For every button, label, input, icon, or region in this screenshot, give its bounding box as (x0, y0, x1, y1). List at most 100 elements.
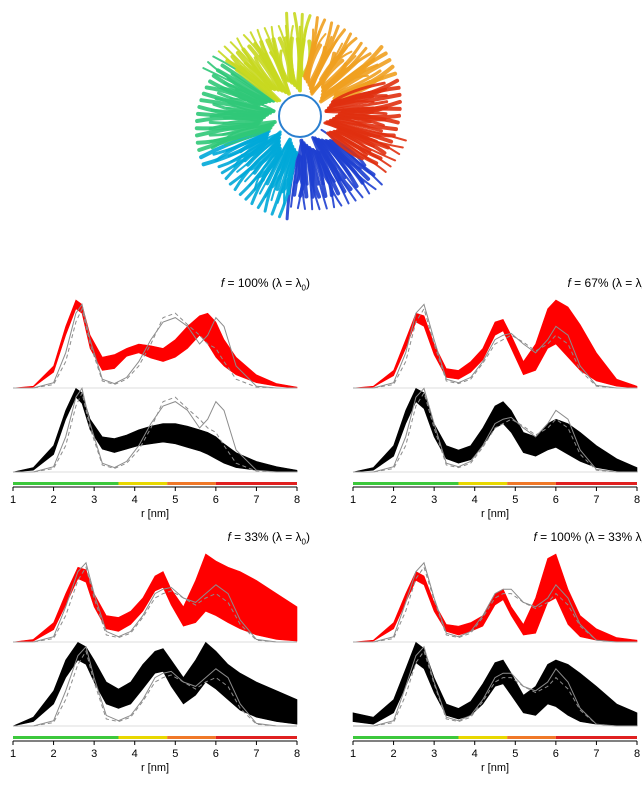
ribbon-strand (256, 139, 292, 209)
ribbon-strand (217, 138, 268, 169)
ribbon-strand (247, 44, 281, 92)
fit-density-band (12, 299, 298, 389)
ribbon-strand (212, 130, 270, 156)
region-color-segment (353, 482, 459, 485)
ribbon-strand (197, 105, 269, 118)
ring-pore (280, 96, 320, 136)
title-end: ) (306, 530, 310, 544)
chart-panel: 1 2 3 4 5 6 7 8 f = 33% (λ = λ0) r [nm] (10, 530, 310, 790)
x-axis-label: r [nm] (140, 762, 170, 774)
ribbon-strand (326, 131, 364, 161)
x-tick-label: 3 (91, 494, 97, 506)
experimental-density-band (352, 641, 638, 727)
x-tick-label: 7 (253, 494, 259, 506)
ribbon-strand (236, 135, 281, 173)
ribbon-strand (220, 63, 276, 103)
x-tick-label: 5 (512, 748, 518, 760)
ribbon-strand (328, 139, 371, 181)
ribbon-strand (224, 128, 271, 147)
title-subscript: 0 (301, 283, 306, 293)
ribbon-strand (314, 150, 336, 209)
ribbon-strand (253, 56, 279, 91)
x-tick-label: 7 (593, 494, 599, 506)
experimental-density-band (12, 387, 298, 473)
x-tick-label: 2 (391, 494, 397, 506)
ribbon-strand (336, 128, 387, 155)
ribbon-strand (332, 81, 386, 103)
x-tick-label: 6 (213, 494, 219, 506)
region-color-segment (118, 482, 168, 485)
x-tick-label: 6 (553, 748, 559, 760)
reference-density-line (353, 387, 637, 473)
experimental-density-band (12, 641, 298, 727)
ribbon-strand (201, 132, 270, 167)
chart-title: f = 33% (λ = λ0) (228, 530, 311, 546)
x-tick-label: 4 (132, 748, 138, 760)
density-chart-svg: 1 2 3 4 5 6 7 8 (10, 553, 300, 760)
ribbon-strand (323, 139, 371, 195)
x-tick-label: 1 (350, 748, 356, 760)
reference-density-dashed-line (353, 391, 637, 473)
x-tick-label: 2 (51, 494, 57, 506)
reference-density-line (13, 645, 297, 727)
chart-panel: 1 2 3 4 5 6 7 8 f = 100% (λ = 33% λ0) r [nm] (350, 530, 642, 790)
ribbon-strand (320, 138, 359, 189)
region-color-segment (458, 736, 508, 739)
region-color-segment (167, 482, 216, 485)
x-tick-label: 4 (472, 748, 478, 760)
reference-density-dashed-line (13, 565, 297, 643)
x-tick-label: 2 (51, 748, 57, 760)
ribbon-strand (256, 146, 282, 179)
reference-density-line (353, 561, 637, 643)
region-color-segment (507, 736, 556, 739)
ring-pore-edge (278, 94, 322, 138)
reference-density-dashed-line (13, 391, 297, 473)
ribbon-strand (201, 91, 276, 114)
x-axis-label: r [nm] (480, 762, 510, 774)
ribbon-strand (290, 153, 300, 208)
x-axis-label: r [nm] (140, 508, 170, 520)
ribbon-strand (207, 61, 273, 102)
ribbon-strand (328, 131, 387, 173)
x-axis-label: r [nm] (480, 508, 510, 520)
ribbon-strand (307, 33, 327, 84)
ribbon-strand (333, 130, 372, 153)
density-chart-svg: 1 2 3 4 5 6 7 8 (10, 299, 300, 506)
ribbon-strand (310, 28, 346, 93)
reference-density-line (13, 561, 297, 643)
chart-panel: 1 2 3 4 5 6 7 8 f = 100% (λ = λ0) r [nm] (10, 276, 310, 536)
title-end: ) (306, 276, 310, 290)
ribbon-strand (289, 25, 297, 87)
reference-density-dashed-line (353, 307, 637, 389)
ribbon-strand (321, 50, 353, 86)
ribbon-strand (256, 28, 288, 94)
ribbon-strand (230, 54, 269, 92)
chart-title: f = 100% (λ = 33% λ0) (533, 530, 642, 546)
reference-density-dashed-line (13, 649, 297, 727)
ribbon-strand (249, 139, 281, 171)
ribbon-strand (228, 137, 281, 186)
x-tick-label: 6 (213, 748, 219, 760)
protein-ring-structure-image (194, 11, 407, 221)
ribbon-strand (258, 137, 291, 195)
ribbon-strand (208, 79, 265, 106)
region-color-segment (13, 482, 119, 485)
ribbon-strand (208, 119, 262, 125)
title-variable: f (567, 276, 571, 290)
x-tick-label: 7 (253, 748, 259, 760)
reference-density-dashed-line (353, 566, 637, 643)
ribbon-strand (195, 122, 275, 145)
region-color-segment (118, 736, 168, 739)
ribbon-strand (208, 121, 276, 137)
ribbon-strand (310, 148, 328, 198)
ribbon-strand (339, 128, 401, 156)
ribbon-strand (217, 91, 259, 108)
region-color-segment (215, 482, 297, 485)
reference-density-dashed-line (13, 307, 297, 389)
ribbon-strand (292, 153, 302, 197)
x-tick-label: 3 (431, 748, 437, 760)
ribbon-strand (279, 49, 289, 82)
ribbon-strand (340, 106, 402, 113)
x-tick-label: 5 (172, 748, 178, 760)
region-color-segment (555, 736, 637, 739)
